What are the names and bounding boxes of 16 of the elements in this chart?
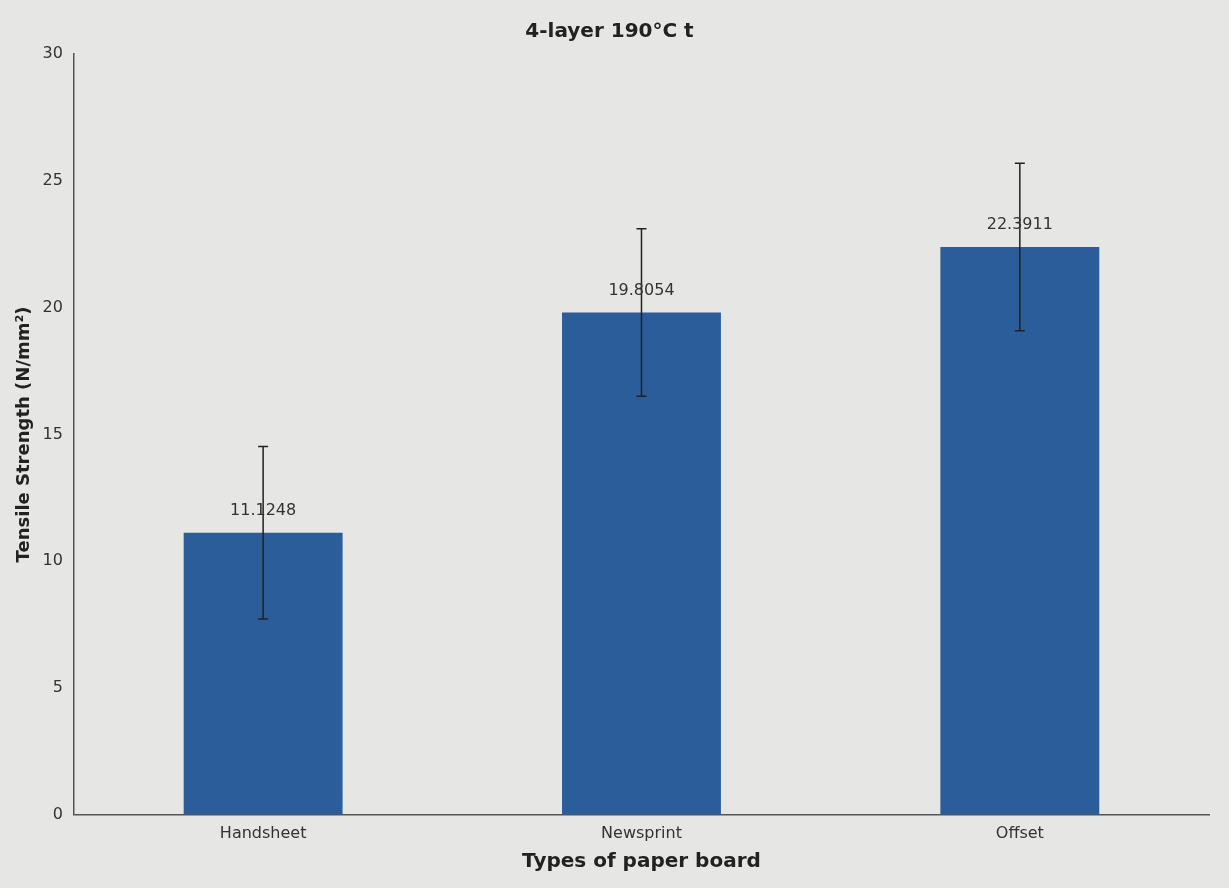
x-axis-title: Types of paper board <box>522 848 761 873</box>
chart-title: 4-layer 190°C t <box>525 18 695 43</box>
y-tick-label: 30 <box>42 43 63 63</box>
bar <box>940 246 1100 815</box>
y-axis-title: Tensile Strength (N/mm²) <box>12 306 34 563</box>
y-tick-label: 20 <box>42 296 63 316</box>
x-tick-label: Newsprint <box>601 822 682 842</box>
y-tick-label: 0 <box>52 803 63 823</box>
y-tick-label: 25 <box>42 169 63 189</box>
y-tick-label: 5 <box>52 677 63 697</box>
y-tick-label: 15 <box>42 423 63 443</box>
y-tick-label: 10 <box>42 550 63 570</box>
x-tick-label: Handsheet <box>219 822 307 842</box>
bar <box>183 532 343 815</box>
bar <box>562 312 721 815</box>
x-tick-label: Offset <box>995 822 1044 842</box>
